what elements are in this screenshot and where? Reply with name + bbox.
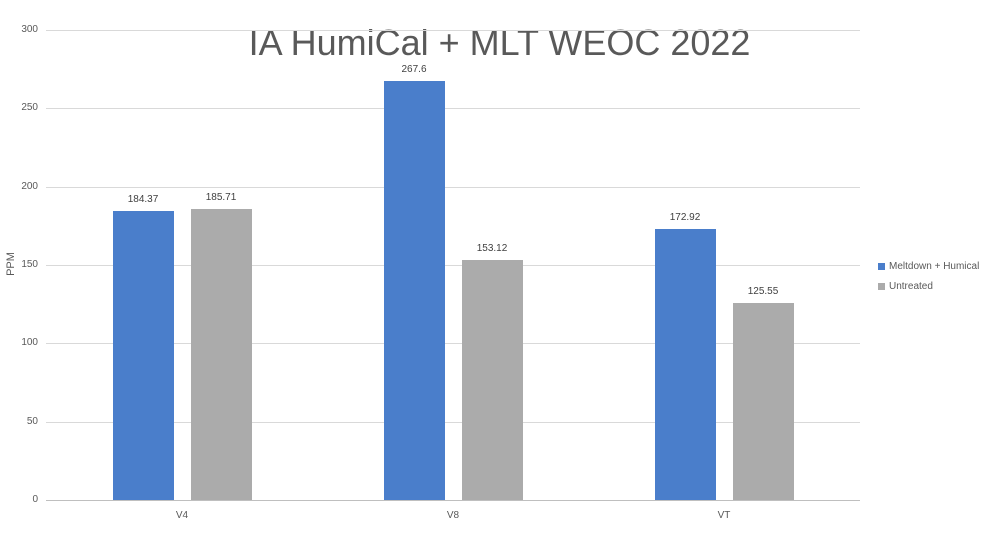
- bar-v8-meltdown-humical: [383, 80, 445, 500]
- legend-item-meltdown-humical: Meltdown + Humical: [878, 256, 979, 276]
- x-tick-label: V8: [446, 510, 460, 521]
- data-label: 172.92: [669, 212, 701, 224]
- bar-vt-meltdown-humical: [654, 229, 716, 500]
- gridline: [46, 186, 860, 188]
- bar-v8-untreated: [461, 260, 523, 500]
- legend-swatch-icon: [878, 282, 885, 290]
- data-label: 184.37: [127, 194, 159, 206]
- x-axis-line: [46, 500, 860, 501]
- data-label: 125.55: [747, 286, 779, 298]
- data-label: 267.6: [401, 63, 427, 75]
- legend-label: Untreated: [889, 280, 933, 292]
- data-label: 153.12: [476, 243, 508, 255]
- y-tick-label: 50: [26, 415, 38, 427]
- legend-item-untreated: Untreated: [878, 276, 979, 296]
- y-tick-label: 200: [21, 180, 38, 192]
- y-tick-label: 100: [21, 337, 38, 349]
- gridline: [46, 108, 860, 110]
- gridline: [46, 421, 860, 423]
- x-tick-label: V4: [175, 510, 189, 521]
- bar-v4-untreated: [190, 209, 252, 500]
- data-label: 185.71: [205, 192, 237, 204]
- gridline: [46, 30, 860, 31]
- chart-title: IA HumiCal + MLT WEOC 2022: [248, 22, 751, 63]
- y-tick-label: 0: [32, 494, 38, 505]
- gridline: [46, 343, 860, 345]
- legend-swatch-icon: [878, 262, 885, 270]
- legend-label: Meltdown + Humical: [889, 260, 980, 272]
- legend: Meltdown + Humical Untreated: [878, 256, 979, 296]
- y-tick-label: 300: [21, 24, 38, 35]
- gridline: [46, 265, 860, 266]
- y-tick-label: 250: [21, 102, 38, 114]
- bar-vt-untreated: [732, 303, 794, 500]
- bar-v4-meltdown-humical: [112, 211, 174, 500]
- x-tick-label: VT: [717, 510, 731, 521]
- y-tick-label: 150: [21, 259, 38, 270]
